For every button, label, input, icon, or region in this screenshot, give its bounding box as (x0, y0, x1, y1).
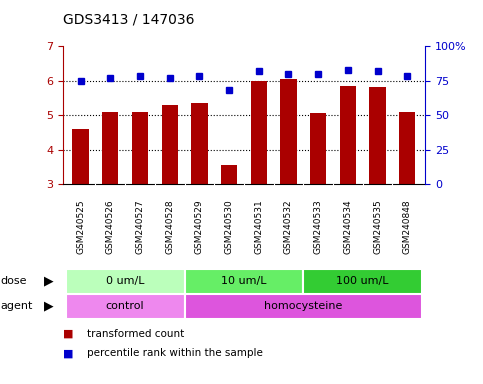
Bar (132, 112, 148, 184)
Text: ▶: ▶ (43, 300, 53, 313)
Bar (191, 103, 208, 184)
Text: agent: agent (0, 301, 32, 311)
Bar (66, 269, 185, 294)
Text: 10 um/L: 10 um/L (221, 276, 267, 286)
Bar (66, 294, 185, 319)
Text: homocysteine: homocysteine (264, 301, 342, 311)
Text: GSM240531: GSM240531 (254, 199, 263, 254)
Bar (72, 129, 89, 184)
Bar (251, 81, 267, 184)
Text: control: control (106, 301, 144, 311)
Text: GSM240533: GSM240533 (313, 199, 323, 254)
Text: GSM240535: GSM240535 (373, 199, 382, 254)
Text: 0 um/L: 0 um/L (106, 276, 144, 286)
Bar (221, 166, 237, 184)
Text: GSM240528: GSM240528 (165, 199, 174, 254)
Bar (102, 112, 118, 184)
Text: transformed count: transformed count (87, 329, 184, 339)
Text: percentile rank within the sample: percentile rank within the sample (87, 348, 263, 358)
Bar (303, 269, 422, 294)
Text: GSM240529: GSM240529 (195, 199, 204, 254)
Bar (161, 105, 178, 184)
Text: GSM240534: GSM240534 (343, 199, 352, 254)
Bar (185, 269, 303, 294)
Text: GSM240848: GSM240848 (403, 199, 412, 254)
Bar (280, 79, 297, 184)
Bar (369, 87, 386, 184)
Text: 100 um/L: 100 um/L (337, 276, 389, 286)
Text: GSM240526: GSM240526 (106, 199, 115, 254)
Text: dose: dose (0, 276, 27, 286)
Text: ▶: ▶ (43, 275, 53, 288)
Bar (399, 112, 415, 184)
Text: ■: ■ (63, 348, 73, 358)
Text: GSM240530: GSM240530 (225, 199, 234, 254)
Bar (185, 294, 422, 319)
Bar (310, 114, 327, 184)
Text: ■: ■ (63, 329, 73, 339)
Text: GDS3413 / 147036: GDS3413 / 147036 (63, 13, 194, 27)
Bar (340, 86, 356, 184)
Text: GSM240527: GSM240527 (136, 199, 144, 254)
Text: GSM240532: GSM240532 (284, 199, 293, 254)
Text: GSM240525: GSM240525 (76, 199, 85, 254)
